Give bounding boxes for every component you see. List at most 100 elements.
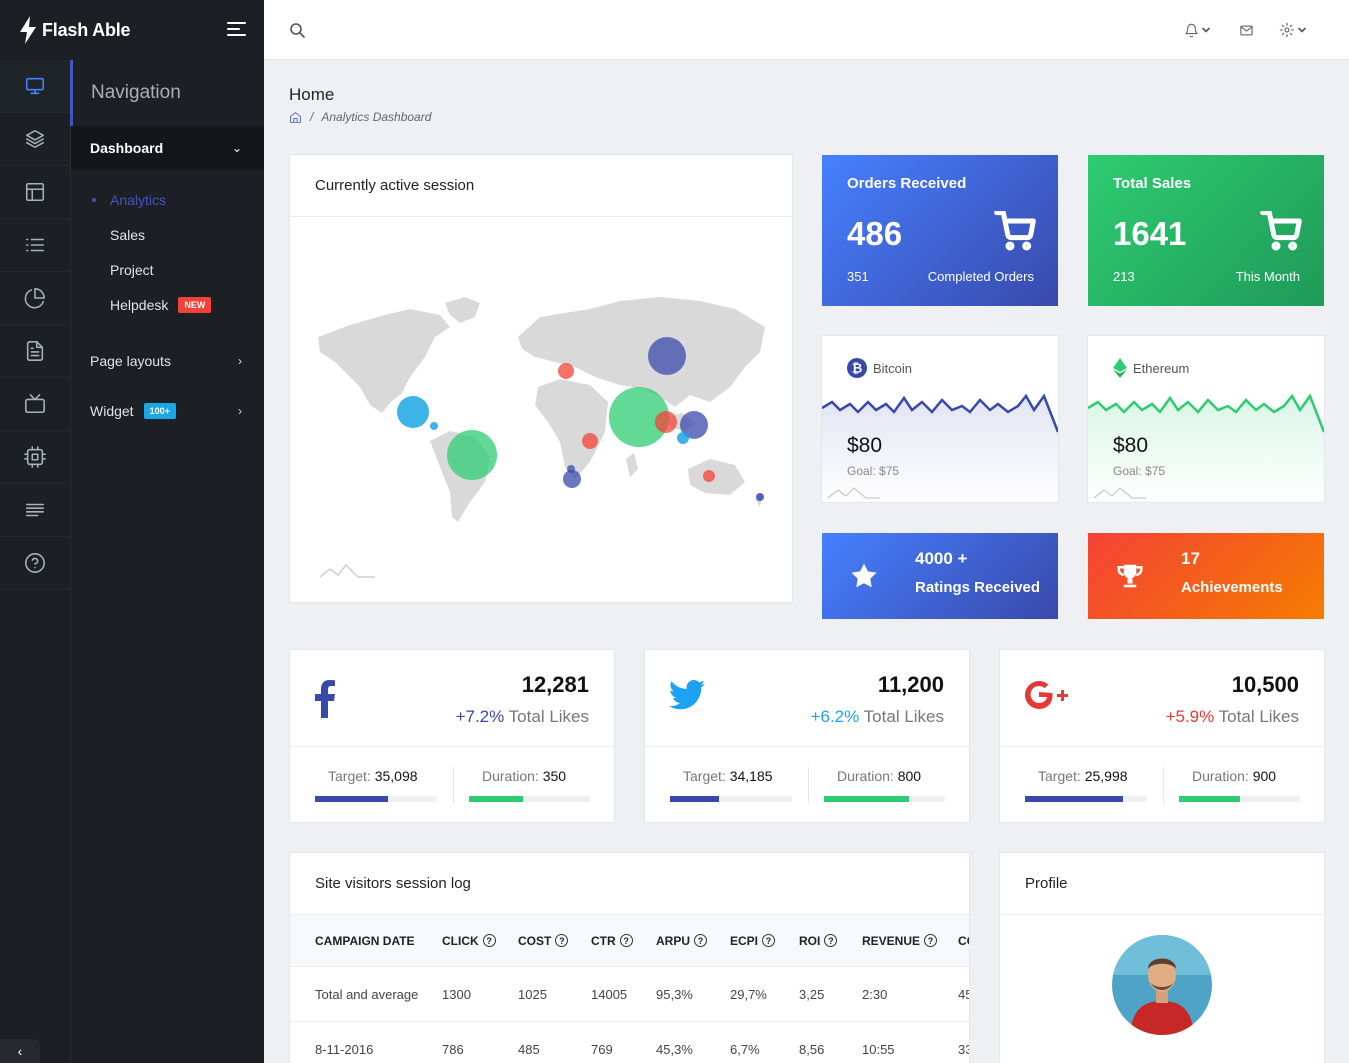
align-left-icon [25,503,45,517]
column-header[interactable]: CLICK? [442,915,496,966]
table-cell: 14005 [591,986,628,1002]
session-log-card: Site visitors session log CAMPAIGN DATE … [289,852,970,1063]
dashboard-submenu: Analytics Sales Project Helpdesk NEW [71,170,264,332]
target-progress-bar [315,796,437,802]
table-cell: 8,56 [799,1041,825,1057]
help-icon[interactable]: ? [555,934,569,947]
trophy-icon [1117,564,1143,588]
rail-pie[interactable] [0,272,70,325]
column-header[interactable]: ARPU? [656,915,708,966]
new-badge: NEW [178,296,212,313]
twitter-card: 11,200 +6.2% Total Likes Target: 34,185 … [644,649,970,823]
column-header[interactable]: COST? [518,915,569,966]
orders-title: Orders Received [847,175,967,192]
table-cell: 1025 [518,986,547,1002]
top-bar [264,0,1349,60]
collapse-rail-button[interactable]: ‹ [0,1039,40,1063]
divider [808,767,809,803]
breadcrumb-current[interactable]: Analytics Dashboard [321,110,432,124]
facebook-target: Target: 35,098 [328,768,418,784]
nav-page-layouts-label: Page layouts [90,353,171,369]
facebook-value: 12,281 [521,672,589,697]
cart-icon [1260,211,1302,251]
ethereum-price: $80 [1113,434,1149,457]
column-header[interactable]: REVENUE? [862,915,938,966]
column-header[interactable]: CAMPAIGN DATE [315,933,415,948]
menu-toggle-button[interactable] [227,22,246,36]
settings-icon [1279,22,1295,38]
bell-icon [1185,23,1198,37]
divider [290,746,614,747]
rail-list[interactable] [0,219,70,272]
help-icon[interactable]: ? [924,934,938,947]
home-icon[interactable] [289,111,302,124]
nav-lower: Page layouts › Widget 100+ › [71,336,264,436]
pie-chart-icon [24,288,45,309]
brand-name: Flash Able [42,19,131,40]
help-icon[interactable]: ? [694,934,708,947]
nav-helpdesk[interactable]: Helpdesk NEW [71,287,264,322]
table-cell: 485 [518,1041,540,1057]
avatar[interactable] [1112,935,1212,1035]
column-header[interactable]: CTR? [591,915,633,966]
ethereum-card: Ethereum $80 Goal: $75 [1087,335,1325,503]
table-cell: 29,7% [730,986,767,1002]
rail-layers[interactable] [0,113,70,166]
chevron-left-icon: ‹ [17,1043,23,1059]
google-plus-value: 10,500 [1231,672,1299,697]
rail-help[interactable] [0,537,70,590]
layers-icon [25,129,45,149]
table-row: 8-11-2016 786 485 769 45,3% 6,7% 8,56 10… [290,1022,969,1063]
nav-analytics[interactable]: Analytics [71,182,264,217]
ratings-card: 4000 + Ratings Received [822,533,1058,619]
help-icon[interactable]: ? [482,934,496,947]
profile-card: Profile [999,852,1325,1063]
chevron-down-icon [1202,27,1210,33]
table-cell: 6,7% [730,1041,760,1057]
help-icon[interactable]: ? [619,934,633,947]
target-progress-fill [1025,796,1123,802]
target-value: 35,098 [374,768,418,784]
rail-cpu[interactable] [0,431,70,484]
notifications-button[interactable] [1184,20,1211,40]
widget-badge: 100+ [143,403,176,419]
table-cell: 786 [442,1041,464,1057]
nav-dashboard[interactable]: Dashboard ⌄ [71,126,264,170]
file-text-icon [26,341,44,361]
rail-tv[interactable] [0,378,70,431]
nav-sales[interactable]: Sales [110,226,146,243]
rail-monitor[interactable] [0,60,70,113]
cart-icon [994,211,1036,251]
ethereum-name: Ethereum [1113,358,1189,378]
sales-label: This Month [1235,269,1300,284]
rail-align[interactable] [0,484,70,537]
rail-layout[interactable] [0,166,70,219]
duration-progress-bar [824,796,945,802]
bitcoin-goal: Goal: $75 [847,464,900,478]
brand-bar: Flash Able [0,0,264,60]
settings-button[interactable] [1279,20,1307,40]
column-header[interactable]: ROI? [799,915,838,966]
google-plus-duration: Duration: 900 [1192,768,1276,784]
messages-button[interactable] [1239,20,1254,40]
table-cell: 8-11-2016 [315,1041,374,1057]
help-circle-icon [25,553,45,573]
ethereum-label: Ethereum [1133,360,1190,376]
achievements-label: Achievements [1181,579,1283,596]
help-icon[interactable]: ? [762,934,776,947]
nav-widget[interactable]: Widget 100+ › [71,386,264,436]
help-icon[interactable]: ? [824,934,838,947]
nav-page-layouts[interactable]: Page layouts › [71,336,264,386]
column-header[interactable]: CO [958,933,969,948]
twitter-pct-label: Total Likes [859,707,944,726]
twitter-target: Target: 34,185 [683,768,773,784]
nav-project[interactable]: Project [110,261,154,278]
star-icon [851,563,877,588]
target-value: 34,185 [729,768,773,784]
duration-label: Duration: [1192,768,1249,784]
table-cell: 769 [591,1041,613,1057]
column-header[interactable]: ECPI? [730,915,776,966]
search-icon[interactable] [289,22,305,38]
sales-title: Total Sales [1113,175,1192,192]
rail-file[interactable] [0,325,70,378]
